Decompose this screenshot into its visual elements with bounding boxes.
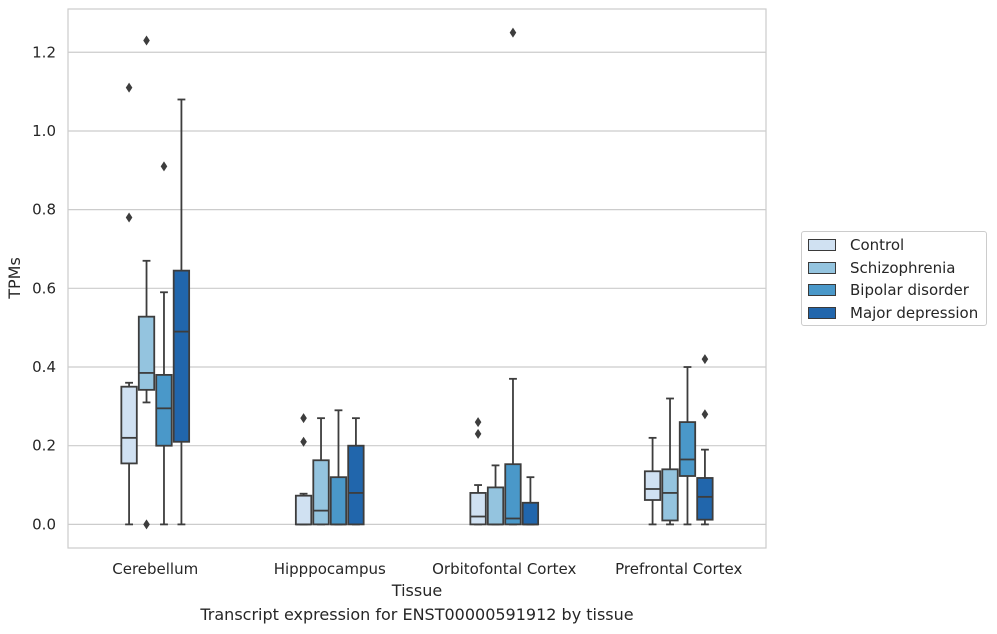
outlier-point [160, 161, 168, 172]
box-schizophrenia [312, 417, 330, 526]
box-iqr [661, 468, 679, 522]
box-iqr [469, 492, 487, 526]
box-control [469, 417, 487, 526]
y-tick-labels: 0.0 0.2 0.4 0.6 0.8 1.0 1.2 [32, 43, 56, 533]
box-iqr [696, 477, 714, 521]
box-iqr [172, 269, 191, 443]
box-iqr [137, 315, 156, 391]
box-bipolar-disorder [678, 366, 697, 526]
legend-label: Schizophrenia [850, 258, 956, 277]
legend-label: Bipolar disorder [850, 281, 969, 299]
legend-item: Bipolar disorder [808, 281, 969, 299]
legend-swatch [808, 284, 836, 296]
outlier-point [300, 413, 307, 424]
chart-caption: Transcript expression for ENST0000059191… [200, 605, 634, 624]
outlier-point [300, 436, 307, 447]
x-axis-label: Tissue [391, 581, 442, 600]
box-bipolar-disorder [329, 409, 348, 526]
box-iqr [504, 463, 522, 526]
y-tick-label: 1.0 [32, 122, 56, 140]
box-bipolar-disorder [155, 161, 173, 526]
box-major-depression [172, 98, 191, 526]
box-control [294, 413, 313, 526]
legend-swatch [808, 261, 836, 274]
outlier-point [125, 82, 133, 93]
legend-item: Major depression [808, 304, 978, 322]
box-iqr [294, 494, 313, 526]
y-tick-label: 0.8 [32, 201, 56, 219]
x-tick-label: Prefrontal Cortex [615, 560, 742, 578]
x-tick-labels: Cerebellum Hipppocampus Orbitofontal Corte… [112, 560, 742, 578]
plot-area [67, 8, 767, 549]
box-schizophrenia [661, 397, 679, 526]
box-iqr [643, 470, 662, 501]
box-major-depression [347, 417, 365, 526]
legend-swatch [808, 306, 836, 319]
box-iqr [521, 501, 540, 526]
box-iqr [120, 385, 138, 465]
box-iqr [678, 421, 697, 477]
y-axis-label: TPMs [5, 257, 24, 300]
y-tick-label: 1.2 [32, 43, 56, 61]
y-tick-label: 0.6 [32, 279, 56, 297]
x-tick-label: Orbitofontal Cortex [432, 560, 576, 578]
box-iqr [486, 486, 505, 526]
box-iqr [312, 459, 330, 526]
box-bipolar-disorder [504, 27, 522, 526]
y-tick-label: 0.2 [32, 437, 56, 455]
outlier-point [125, 212, 133, 223]
outlier-point [143, 35, 150, 46]
box-iqr [329, 476, 348, 526]
x-tick-label: Hipppocampus [274, 560, 386, 578]
legend-item: Control [808, 236, 904, 254]
outlier-point [474, 428, 482, 439]
outlier-point [701, 354, 709, 365]
box-control [643, 436, 662, 526]
box-schizophrenia [137, 35, 156, 530]
box-major-depression [696, 354, 714, 526]
box-major-depression [521, 476, 540, 526]
y-tick-label: 0.4 [32, 358, 56, 376]
legend-item: Schizophrenia [808, 259, 955, 277]
legend-label: Control [850, 236, 905, 254]
box-schizophrenia [486, 464, 505, 526]
outlier-point [701, 409, 709, 420]
y-tick-label: 0.0 [32, 515, 56, 533]
legend-label: Major depression [850, 303, 979, 322]
x-tick-label: Cerebellum [112, 560, 198, 578]
outlier-point [474, 417, 482, 428]
outlier-point [509, 27, 517, 38]
box-iqr [347, 444, 365, 526]
legend-swatch [808, 239, 836, 251]
outlier-point [143, 519, 150, 530]
box-control [120, 82, 138, 526]
legend: Control Schizophrenia Bipolar disorder Majo… [801, 231, 987, 326]
boxes [120, 27, 714, 530]
box-iqr [155, 373, 173, 447]
